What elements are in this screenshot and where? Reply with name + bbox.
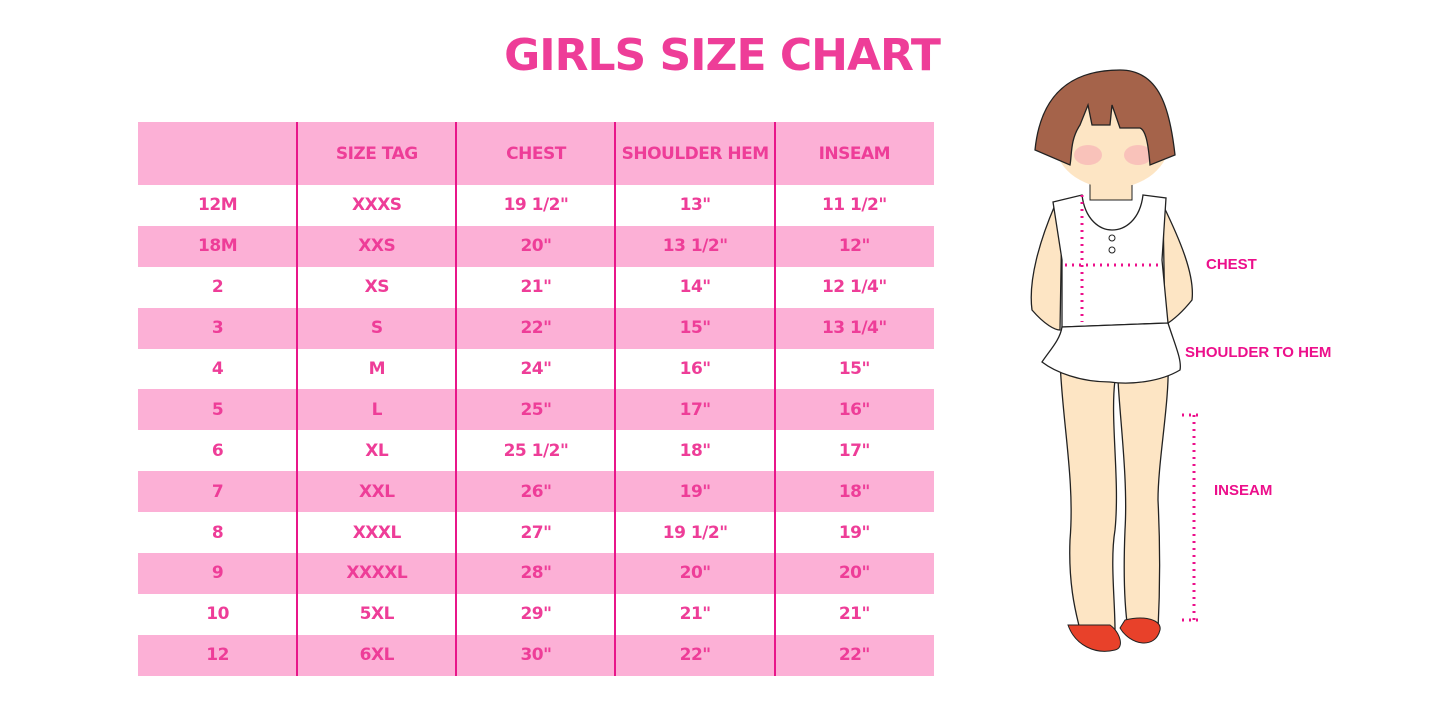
table-cell: 20" [520, 236, 552, 257]
table-cell: 6XL [359, 645, 395, 666]
table-cell: 13 1/4" [821, 318, 887, 339]
page-title: GIRLS SIZE CHART [504, 30, 941, 81]
table-cell: 2 [211, 277, 224, 298]
table-cell: 26" [520, 481, 552, 502]
table-cell: 10 [206, 604, 229, 625]
column-divider [614, 122, 616, 676]
table-cell: 3 [211, 318, 224, 339]
table-cell: XXXS [351, 195, 402, 216]
table-row: 8 XXXL 27" 19 1/2" 19" [138, 512, 934, 553]
table-row: 4 M 24" 16" 15" [138, 349, 934, 390]
table-cell: 19" [679, 481, 712, 502]
table-cell: XXXXL [346, 563, 408, 584]
header-cell: SHOULDER HEM [621, 143, 770, 164]
table-row: 12M XXXS 19 1/2" 13" 11 1/2" [138, 185, 934, 226]
table-row: 3 S 22" 15" 13 1/4" [138, 307, 934, 349]
table-cell: 6 [211, 440, 224, 461]
table-cell: 28" [520, 563, 552, 584]
header-cell: CHEST [506, 143, 566, 164]
table-cell: 13 1/2" [662, 236, 728, 257]
table-cell: XL [365, 440, 389, 461]
table-cell: 5XL [359, 604, 395, 625]
header-cell: INSEAM [818, 143, 891, 164]
table-cell: 17" [679, 399, 712, 420]
table-cell: 17" [838, 440, 871, 461]
table-cell: 19 1/2" [503, 195, 569, 216]
table-cell: XXL [359, 481, 395, 502]
table-cell: 5 [211, 399, 224, 420]
table-cell: 24" [520, 359, 552, 379]
table-cell: 19" [838, 522, 871, 543]
table-cell: 25 1/2" [503, 440, 569, 461]
table-cell: 12 1/4" [821, 277, 887, 298]
table-row: 6 XL 25 1/2" 18" 17" [138, 430, 934, 471]
table-cell: 7 [211, 481, 224, 502]
table-cell: 4 [211, 359, 224, 379]
table-cell: 25" [520, 399, 552, 420]
table-cell: 16" [679, 359, 712, 379]
table-cell: L [371, 399, 383, 420]
table-row: 7 XXL 26" 19" 18" [138, 471, 934, 513]
table-header: SIZE TAG CHEST SHOULDER HEM INSEAM [138, 122, 934, 185]
table-row: 5 L 25" 17" 16" [138, 389, 934, 431]
table-cell: 16" [838, 399, 871, 420]
table-cell: 29" [520, 604, 552, 625]
girl-figure-icon [1030, 69, 1202, 652]
table-row: 10 5XL 29" 21" 21" [138, 594, 934, 635]
chest-label: CHEST [1206, 256, 1257, 273]
table-cell: 30" [520, 645, 552, 666]
table-cell: 18" [679, 440, 712, 461]
table-cell: 14" [679, 277, 712, 298]
table-cell: 21" [838, 604, 871, 625]
header-cell: SIZE TAG [335, 143, 418, 164]
table-cell: 20" [679, 563, 712, 584]
table-cell: 22" [679, 645, 712, 666]
table-cell: 18M [198, 236, 238, 257]
table-cell: 12" [838, 236, 871, 257]
inseam-label: INSEAM [1214, 482, 1273, 499]
table-cell: 12 [206, 645, 229, 666]
table-cell: 19 1/2" [662, 522, 728, 543]
table-row: 2 XS 21" 14" 12 1/4" [138, 267, 934, 308]
column-divider [455, 122, 457, 676]
table-cell: 8 [211, 522, 224, 543]
table-cell: XS [364, 277, 390, 298]
table-cell: XXXL [352, 522, 402, 543]
table-cell: 20" [838, 563, 871, 584]
table-cell: 22" [838, 645, 871, 666]
column-divider [296, 122, 298, 676]
shoulder-to-hem-label: SHOULDER TO HEM [1185, 344, 1332, 361]
size-table: SIZE TAG CHEST SHOULDER HEM INSEAM 12M XX… [138, 122, 934, 676]
table-row: 18M XXS 20" 13 1/2" 12" [138, 225, 934, 267]
table-cell: M [368, 359, 386, 379]
table-row: 12 6XL 30" 22" 22" [138, 634, 934, 676]
column-divider [774, 122, 776, 676]
table-cell: 18" [838, 481, 871, 502]
table-cell: 11 1/2" [821, 195, 887, 216]
table-cell: 21" [520, 277, 552, 298]
table-cell: 9 [211, 563, 224, 584]
table-cell: 12M [198, 195, 238, 216]
table-cell: 13" [679, 195, 712, 216]
table-cell: XXS [358, 236, 396, 257]
table-row: 9 XXXXL 28" 20" 20" [138, 553, 934, 594]
table-cell: 27" [520, 522, 552, 543]
girl-illustration: CHEST SHOULDER TO HEM INSEAM [1020, 60, 1420, 660]
table-cell: 22" [520, 318, 552, 339]
table-cell: 21" [679, 604, 712, 625]
table-cell: S [370, 318, 383, 339]
table-cell: 15" [679, 318, 712, 339]
table-cell: 15" [838, 359, 871, 379]
